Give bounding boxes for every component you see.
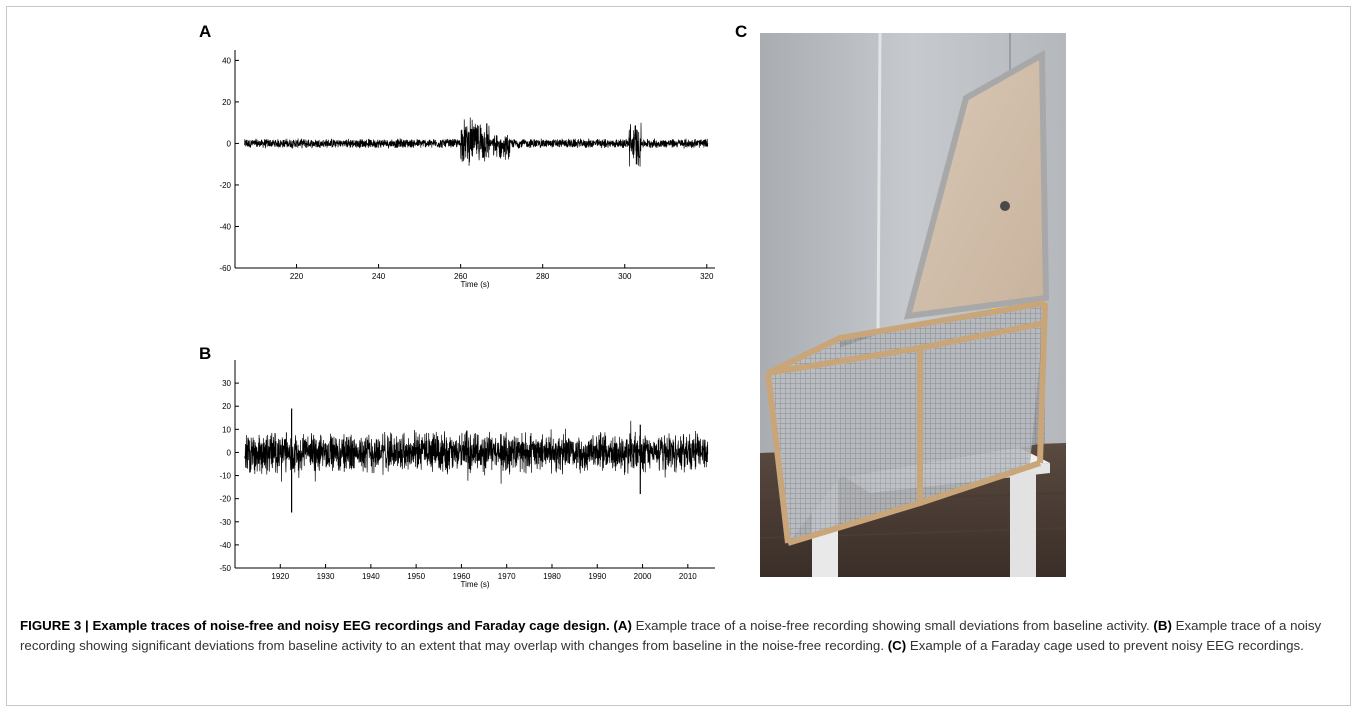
x-axis-label: Time (s) (460, 280, 489, 289)
y-tick-label: -30 (219, 518, 231, 527)
y-tick-label: -40 (219, 222, 231, 231)
y-tick-label: 40 (222, 56, 231, 65)
x-tick-label: 1920 (271, 572, 289, 581)
panel-letter-b: B (199, 344, 212, 363)
y-tick-label: 0 (227, 139, 232, 148)
caption-a-text: Example trace of a noise-free recording … (631, 618, 1154, 633)
caption-a-label: (A) (613, 618, 632, 633)
caption-b-label: (B) (1153, 618, 1172, 633)
y-tick-label: -20 (219, 181, 231, 190)
y-tick-label: -20 (219, 495, 231, 504)
table-leg (1010, 473, 1036, 577)
x-tick-label: 1930 (317, 572, 335, 581)
x-tick-label: 1940 (362, 572, 380, 581)
y-tick-label: -10 (219, 472, 231, 481)
x-tick-label: 220 (290, 272, 304, 281)
y-tick-label: 0 (227, 448, 232, 457)
figure-caption: FIGURE 3 | Example traces of noise-free … (20, 616, 1340, 656)
y-tick-label: -50 (219, 564, 231, 573)
y-tick-label: 20 (222, 402, 231, 411)
figure-frame (6, 6, 1351, 706)
x-tick-label: 320 (700, 272, 714, 281)
y-tick-label: 30 (222, 379, 231, 388)
caption-figure-label: FIGURE 3 | (20, 618, 93, 633)
x-tick-label: 1990 (588, 572, 606, 581)
x-axis-label: Time (s) (460, 580, 489, 589)
x-tick-label: 1960 (453, 572, 471, 581)
x-tick-label: 1980 (543, 572, 561, 581)
y-tick-label: 10 (222, 425, 231, 434)
chart-a: 40 20 0 -20 -40 -60 220 240 260 280 300 320 Time (s) (219, 50, 715, 289)
x-tick-label: 2010 (679, 572, 697, 581)
y-tick-label: -60 (219, 264, 231, 273)
x-tick-label: 2000 (634, 572, 652, 581)
x-tick-label: 280 (536, 272, 550, 281)
panel-letter-c: C (735, 22, 748, 41)
y-tick-label: 20 (222, 98, 231, 107)
x-tick-label: 260 (454, 272, 468, 281)
cage-lid (903, 49, 1050, 320)
x-tick-label: 300 (618, 272, 632, 281)
eeg-trace (244, 420, 709, 484)
x-tick-label: 240 (372, 272, 386, 281)
cage-frame (765, 300, 1048, 546)
panel-letter-a: A (199, 22, 212, 41)
lid-hole (1000, 201, 1010, 211)
x-tick-label: 1970 (498, 572, 516, 581)
caption-title: Example traces of noise-free and noisy E… (92, 618, 610, 633)
caption-c-label: (C) (887, 638, 907, 653)
eeg-trace (244, 117, 709, 167)
x-tick-label: 1950 (407, 572, 425, 581)
caption-b-text: Example trace of a noisy recording showi… (20, 618, 1322, 653)
y-tick-label: -40 (219, 541, 231, 550)
faraday-cage-photo (760, 33, 1066, 577)
caption-c-text: Example of a Faraday cage used to preven… (906, 638, 1304, 653)
